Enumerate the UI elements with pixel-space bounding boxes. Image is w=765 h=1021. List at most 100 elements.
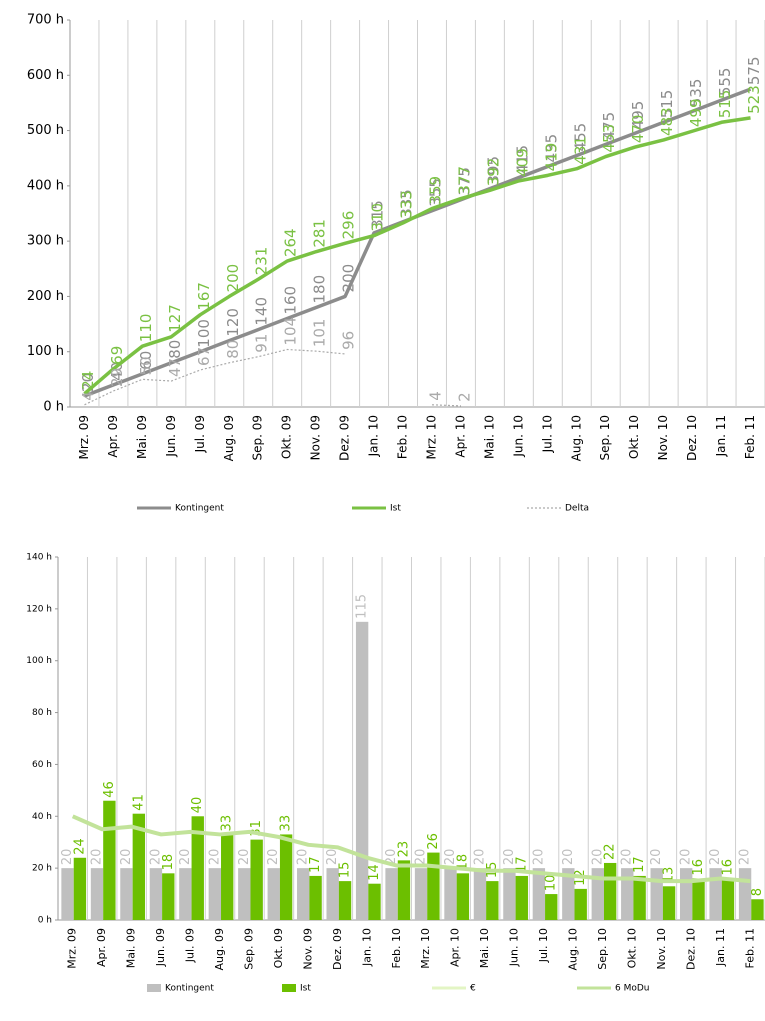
y-tick-label: 400 h bbox=[27, 178, 64, 193]
value-label: 23 bbox=[396, 841, 411, 858]
value-label: 470 bbox=[629, 115, 647, 144]
bar bbox=[103, 800, 116, 920]
y-tick-label: 40 h bbox=[32, 812, 52, 822]
value-label: 18 bbox=[161, 854, 176, 871]
value-label: 409 bbox=[513, 148, 531, 177]
x-tick-label: Jul. 09 bbox=[184, 928, 197, 963]
y-tick-label: 80 h bbox=[32, 708, 52, 718]
value-label: 281 bbox=[311, 219, 329, 248]
value-label: 33 bbox=[220, 815, 235, 832]
value-label: 160 bbox=[282, 286, 300, 315]
bar bbox=[486, 881, 499, 920]
value-label: 20 bbox=[178, 849, 193, 866]
legend-label: Ist bbox=[390, 504, 401, 514]
bar bbox=[368, 883, 381, 920]
bar bbox=[250, 839, 263, 920]
x-tick-label: Nov. 09 bbox=[301, 928, 314, 970]
value-label: 180 bbox=[311, 275, 329, 304]
value-label: 20 bbox=[237, 849, 252, 866]
value-label: 120 bbox=[224, 308, 242, 337]
legend-label: Kontingent bbox=[165, 984, 214, 994]
y-tick-label: 100 h bbox=[26, 656, 52, 666]
value-label: 20 bbox=[384, 849, 399, 866]
y-tick-label: 0 h bbox=[43, 400, 64, 415]
bar bbox=[545, 894, 558, 920]
bar bbox=[326, 868, 339, 920]
y-tick-label: 0 h bbox=[38, 916, 52, 926]
x-tick-label: Apr. 10 bbox=[449, 928, 462, 967]
value-label: 431 bbox=[571, 136, 589, 165]
value-label: 20 bbox=[590, 849, 605, 866]
y-tick-label: 60 h bbox=[32, 760, 52, 770]
value-label: 20 bbox=[60, 849, 75, 866]
value-label: 20 bbox=[443, 849, 458, 866]
bar bbox=[61, 868, 74, 920]
value-label: 20 bbox=[119, 849, 134, 866]
bar bbox=[633, 875, 646, 920]
y-tick-label: 120 h bbox=[26, 604, 52, 614]
value-label: 419 bbox=[542, 143, 560, 172]
value-label: 523 bbox=[745, 85, 763, 114]
x-tick-label: Feb. 11 bbox=[743, 415, 757, 459]
x-tick-label: Apr. 09 bbox=[95, 928, 108, 967]
value-label: 47 bbox=[166, 358, 184, 377]
x-tick-label: Aug. 09 bbox=[222, 415, 236, 461]
bar bbox=[90, 868, 104, 920]
x-tick-label: Okt. 09 bbox=[272, 928, 285, 968]
bar bbox=[444, 868, 457, 920]
x-tick-label: Mai. 10 bbox=[478, 928, 491, 968]
x-tick-label: Dez. 10 bbox=[684, 928, 697, 970]
bar bbox=[503, 868, 516, 920]
value-label: 20 bbox=[679, 849, 694, 866]
x-tick-label: Sep. 09 bbox=[251, 415, 265, 461]
x-tick-label: Sep. 10 bbox=[598, 415, 612, 461]
value-label: 16 bbox=[720, 859, 735, 876]
bar bbox=[591, 868, 604, 920]
value-label: 355 bbox=[426, 178, 444, 207]
value-label: 24 bbox=[72, 838, 87, 855]
value-label: 115 bbox=[355, 594, 370, 619]
value-label: 535 bbox=[687, 79, 705, 108]
x-tick-label: Nov. 09 bbox=[309, 415, 323, 460]
x-tick-label: Jul. 10 bbox=[540, 415, 554, 453]
y-tick-label: 100 h bbox=[27, 344, 64, 359]
value-label: 483 bbox=[658, 107, 676, 136]
bar bbox=[603, 862, 617, 920]
x-tick-label: Dez. 09 bbox=[338, 415, 352, 461]
x-tick-label: Mrz. 09 bbox=[66, 928, 79, 969]
value-label: 91 bbox=[253, 334, 271, 353]
x-tick-label: Apr. 09 bbox=[106, 415, 120, 458]
value-label: 515 bbox=[716, 90, 734, 119]
bar bbox=[338, 881, 352, 920]
value-label: 14 bbox=[367, 864, 382, 881]
value-label: 455 bbox=[571, 123, 589, 152]
bar bbox=[297, 868, 310, 920]
value-label: 60 bbox=[137, 351, 155, 370]
bar bbox=[132, 813, 146, 920]
bar bbox=[149, 868, 163, 920]
value-label: 315 bbox=[369, 200, 387, 229]
value-label: 20 bbox=[207, 849, 222, 866]
bar bbox=[191, 816, 204, 920]
y-tick-label: 700 h bbox=[27, 13, 64, 28]
legend-swatch bbox=[147, 984, 161, 992]
value-label: 2 bbox=[455, 392, 473, 402]
bar bbox=[532, 868, 546, 920]
value-label: 24 bbox=[79, 371, 97, 390]
legend-label: Kontingent bbox=[175, 504, 224, 514]
value-label: 17 bbox=[514, 856, 529, 873]
value-label: 10 bbox=[544, 875, 559, 892]
x-tick-label: Jun. 09 bbox=[154, 928, 167, 967]
x-tick-label: Okt. 10 bbox=[625, 928, 638, 968]
value-label: 435 bbox=[542, 134, 560, 163]
value-label: 20 bbox=[502, 849, 517, 866]
bar bbox=[162, 873, 175, 920]
value-label: 50 bbox=[137, 356, 155, 375]
value-label: 475 bbox=[600, 112, 618, 141]
bar bbox=[751, 899, 764, 920]
value-label: 20 bbox=[649, 849, 664, 866]
value-label: 20 bbox=[414, 849, 429, 866]
value-label: 264 bbox=[282, 228, 300, 257]
value-label: 67 bbox=[195, 347, 213, 366]
bar bbox=[621, 868, 634, 920]
